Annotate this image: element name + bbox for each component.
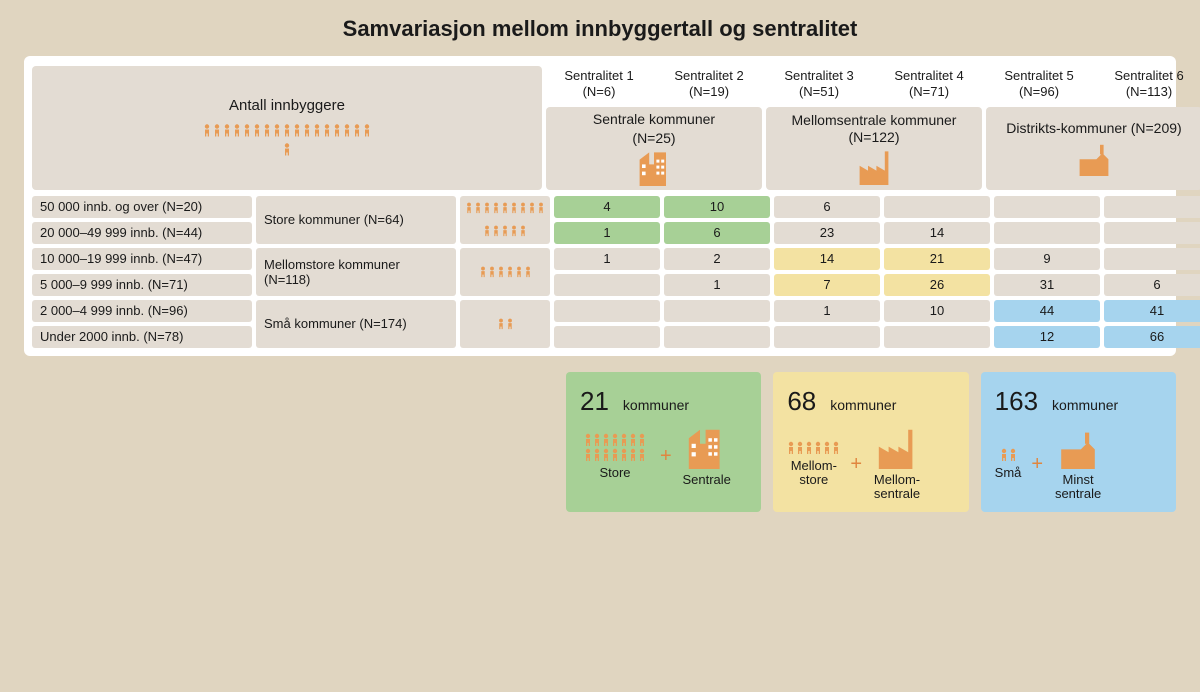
church-icon xyxy=(1072,140,1116,176)
left-header: Antall innbyggere xyxy=(32,66,542,190)
table-cell xyxy=(664,300,770,322)
people-icon xyxy=(460,196,550,244)
people-icon xyxy=(460,300,550,348)
main-panel: Antall innbyggere Sentralitet 1(N=6) Sen… xyxy=(24,56,1176,356)
group-head-2: Mellomsentrale kommuner (N=122) xyxy=(766,107,982,190)
sent-head-4: Sentralitet 4(N=71) xyxy=(876,66,982,103)
row-group-label: Små kommuner (N=174) xyxy=(256,300,456,348)
summary-unit: kommuner xyxy=(623,397,689,413)
table-cell xyxy=(554,300,660,322)
table-cell: 26 xyxy=(884,274,990,296)
row-group-label: Store kommuner (N=64) xyxy=(256,196,456,244)
table-cell: 1 xyxy=(774,300,880,322)
table-cell xyxy=(1104,222,1200,244)
table-cell: 6 xyxy=(774,196,880,218)
table-cell: 1 xyxy=(664,274,770,296)
table-cell xyxy=(884,326,990,348)
row-label: 2 000–4 999 innb. (N=96) xyxy=(32,300,252,322)
group-head-3: Distrikts-kommuner (N=209) xyxy=(986,107,1200,190)
summary-unit: kommuner xyxy=(830,397,896,413)
table-cell: 9 xyxy=(994,248,1100,270)
summary-unit: kommuner xyxy=(1052,397,1118,413)
table-cell: 23 xyxy=(774,222,880,244)
table-cell: 4 xyxy=(554,196,660,218)
table-cell xyxy=(1104,248,1200,270)
table-cell: 6 xyxy=(1104,274,1200,296)
people-icon-large xyxy=(202,122,372,158)
table-cell: 14 xyxy=(884,222,990,244)
table-cell xyxy=(1104,196,1200,218)
table-cell xyxy=(554,274,660,296)
summary-row: 21 kommuner Store + Sentrale 68 kommuner M… xyxy=(24,372,1176,513)
table-cell: 41 xyxy=(1104,300,1200,322)
table-cell xyxy=(774,326,880,348)
sent-head-3: Sentralitet 3(N=51) xyxy=(766,66,872,103)
summary-count: 68 xyxy=(787,386,816,417)
table-cell: 1 xyxy=(554,248,660,270)
summary-count: 21 xyxy=(580,386,609,417)
table-cell xyxy=(664,326,770,348)
summary-right: Mellom-sentrale xyxy=(872,427,922,503)
summary-card-3: 163 kommuner Små + Minstsentrale xyxy=(981,372,1176,513)
sent-head-2: Sentralitet 2(N=19) xyxy=(656,66,762,103)
row-label: Under 2000 innb. (N=78) xyxy=(32,326,252,348)
group-head-1: Sentrale kommuner(N=25) xyxy=(546,107,762,190)
summary-left: Mellom-store xyxy=(787,441,840,489)
table-cell: 66 xyxy=(1104,326,1200,348)
table-cell: 10 xyxy=(664,196,770,218)
summary-count: 163 xyxy=(995,386,1038,417)
summary-right: Sentrale xyxy=(682,427,732,488)
table-cell xyxy=(994,222,1100,244)
sent-head-6: Sentralitet 6(N=113) xyxy=(1096,66,1200,103)
table-cell xyxy=(884,196,990,218)
city-icon xyxy=(632,150,676,186)
summary-card-1: 21 kommuner Store + Sentrale xyxy=(566,372,761,513)
summary-card-2: 68 kommuner Mellom-store + Mellom-sentral… xyxy=(773,372,968,513)
summary-right: Minstsentrale xyxy=(1053,427,1103,503)
table-cell xyxy=(994,196,1100,218)
header-grid: Antall innbyggere Sentralitet 1(N=6) Sen… xyxy=(32,66,1168,190)
sent-head-1: Sentralitet 1(N=6) xyxy=(546,66,652,103)
table-cell: 1 xyxy=(554,222,660,244)
table-cell xyxy=(554,326,660,348)
row-label: 5 000–9 999 innb. (N=71) xyxy=(32,274,252,296)
table-cell: 7 xyxy=(774,274,880,296)
plus-icon: + xyxy=(1031,453,1043,476)
church-icon xyxy=(1053,427,1103,469)
row-label: 20 000–49 999 innb. (N=44) xyxy=(32,222,252,244)
factory-icon xyxy=(852,149,896,185)
table-cell: 31 xyxy=(994,274,1100,296)
summary-left: Store xyxy=(580,433,650,481)
table-cell: 10 xyxy=(884,300,990,322)
data-grid: 50 000 innb. og over (N=20)Store kommune… xyxy=(32,196,1168,348)
left-header-label: Antall innbyggere xyxy=(229,97,345,114)
table-cell: 6 xyxy=(664,222,770,244)
table-cell: 2 xyxy=(664,248,770,270)
city-icon xyxy=(682,427,732,469)
table-cell: 21 xyxy=(884,248,990,270)
page-title: Samvariasjon mellom innbyggertall og sen… xyxy=(24,16,1176,42)
plus-icon: + xyxy=(850,453,862,476)
sent-head-5: Sentralitet 5(N=96) xyxy=(986,66,1092,103)
table-cell: 14 xyxy=(774,248,880,270)
summary-left: Små xyxy=(995,448,1022,481)
row-label: 10 000–19 999 innb. (N=47) xyxy=(32,248,252,270)
plus-icon: + xyxy=(660,445,672,468)
row-group-label: Mellomstore kommuner (N=118) xyxy=(256,248,456,296)
row-label: 50 000 innb. og over (N=20) xyxy=(32,196,252,218)
people-icon xyxy=(460,248,550,296)
table-cell: 12 xyxy=(994,326,1100,348)
table-cell: 44 xyxy=(994,300,1100,322)
factory-icon xyxy=(872,427,922,469)
